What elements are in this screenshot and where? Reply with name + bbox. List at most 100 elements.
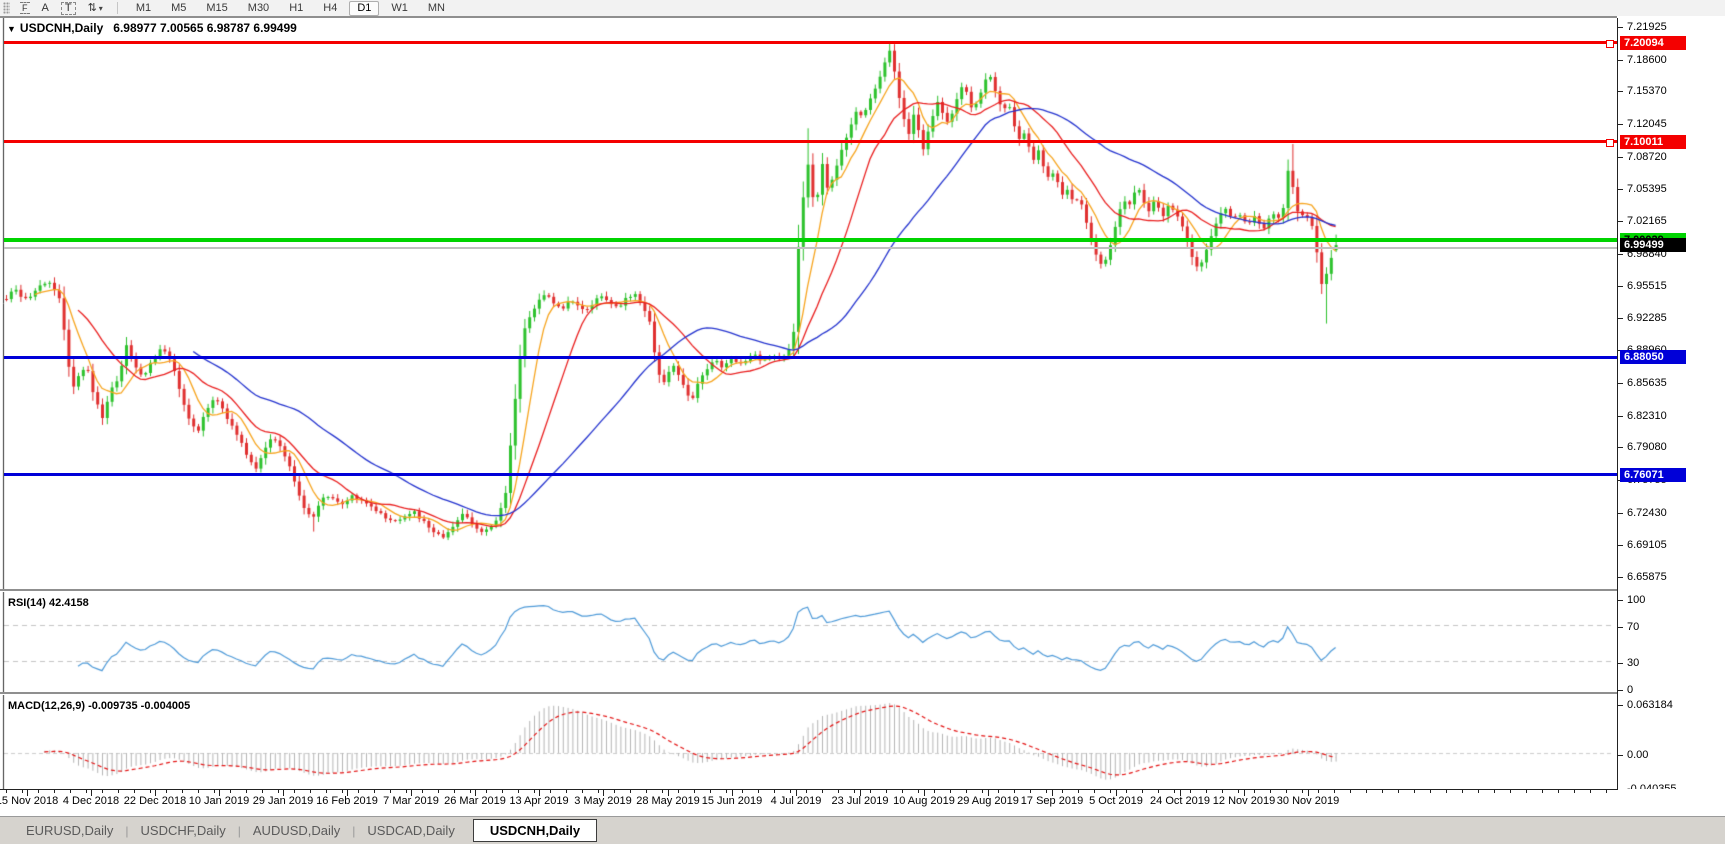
time-axis-minor-tick — [1590, 790, 1591, 793]
time-axis-line — [0, 789, 1618, 790]
hline-7.20094[interactable] — [4, 41, 1617, 45]
time-axis-tick — [1052, 790, 1053, 796]
time-axis-minor-tick — [454, 790, 455, 793]
time-axis-minor-tick — [310, 790, 311, 793]
time-axis-tick — [988, 790, 989, 796]
time-axis-minor-tick — [1558, 790, 1559, 793]
time-axis-minor-tick — [102, 790, 103, 793]
time-axis-minor-tick — [182, 790, 183, 793]
time-axis-minor-tick — [1510, 790, 1511, 793]
time-axis-minor-tick — [678, 790, 679, 793]
time-axis-label: 13 Apr 2019 — [509, 795, 569, 807]
time-axis-minor-tick — [934, 790, 935, 793]
time-axis-tick — [91, 790, 92, 796]
time-axis-minor-tick — [1462, 790, 1463, 793]
hline-endpoint-marker[interactable] — [1606, 138, 1614, 147]
price-axis-tick — [1618, 27, 1623, 28]
time-axis-minor-tick — [342, 790, 343, 793]
hline-7.10011[interactable] — [4, 140, 1617, 144]
period-button-m5[interactable]: M5 — [171, 1, 187, 14]
time-axis-label: 29 Jan 2019 — [252, 795, 314, 807]
time-axis-minor-tick — [294, 790, 295, 793]
tab-audusd[interactable]: AUDUSD,Daily — [252, 823, 341, 838]
time-axis-tick — [603, 790, 604, 796]
price-tick-label: 7.18600 — [1627, 53, 1667, 66]
tab-separator: | — [237, 823, 241, 838]
macd-canvas[interactable] — [0, 695, 1617, 789]
hline-support[interactable] — [4, 246, 1617, 249]
toolbar-grip-handle[interactable] — [3, 2, 10, 14]
time-axis-minor-tick — [1206, 790, 1207, 793]
macd-label: MACD(12,26,9) -0.009735 -0.004005 — [8, 700, 191, 712]
period-button-d1[interactable]: D1 — [349, 0, 380, 16]
period-button-mn[interactable]: MN — [427, 1, 445, 14]
time-axis-minor-tick — [838, 790, 839, 793]
period-button-m30[interactable]: M30 — [247, 1, 270, 14]
price-tick-label: 6.65875 — [1627, 571, 1667, 583]
period-button-w1[interactable]: W1 — [391, 1, 408, 14]
time-axis-minor-tick — [1094, 790, 1095, 793]
macd-panel-separator — [0, 692, 1618, 695]
price-axis[interactable]: 7.21925 7.18600 7.15370 7.12045 7.08720 7.053… — [1617, 16, 1725, 795]
time-axis-minor-tick — [1270, 790, 1271, 793]
time-axis-minor-tick — [246, 790, 247, 793]
time-axis-label: 10 Jan 2019 — [188, 795, 250, 807]
price-tick-label: 6.92285 — [1627, 311, 1667, 324]
time-axis-label: 28 May 2019 — [636, 795, 700, 807]
time-axis-minor-tick — [1062, 790, 1063, 793]
price-axis-tick — [1618, 286, 1623, 288]
time-axis-minor-tick — [918, 790, 919, 793]
dropdown-caret-icon: ▾ — [98, 3, 103, 13]
time-axis-label: 17 Sep 2019 — [1020, 795, 1084, 807]
time-axis-minor-tick — [694, 790, 695, 793]
price-tick-label: 7.15370 — [1627, 85, 1667, 98]
period-button-h1[interactable]: H1 — [289, 1, 304, 14]
hline-7.00029[interactable] — [4, 237, 1617, 242]
price-axis-tick — [1618, 220, 1623, 222]
arrows-tool-button[interactable]: ⇅ ▾ — [87, 1, 103, 14]
time-axis-minor-tick — [534, 790, 535, 793]
time-axis-label: 22 Dec 2018 — [123, 795, 187, 807]
time-axis-minor-tick — [550, 790, 551, 793]
time-axis-minor-tick — [1142, 790, 1143, 793]
time-axis-minor-tick — [150, 790, 151, 793]
time-axis-minor-tick — [582, 790, 583, 793]
hline-6.76071[interactable] — [4, 473, 1617, 477]
time-axis-label: 30 Nov 2019 — [1276, 795, 1340, 807]
tab-usdchf[interactable]: USDCHF,Daily — [140, 823, 226, 838]
period-button-h4[interactable]: H4 — [323, 1, 338, 14]
time-axis-label: 23 Jul 2019 — [831, 795, 889, 807]
toolbar-tools: F A T ⇅ ▾ — [20, 1, 105, 15]
time-axis-minor-tick — [390, 790, 391, 793]
time-axis-label: 4 Dec 2018 — [62, 795, 120, 807]
period-button-m1[interactable]: M1 — [135, 1, 152, 14]
time-axis-minor-tick — [822, 790, 823, 793]
price-axis-tick — [1618, 156, 1623, 158]
time-axis-minor-tick — [518, 790, 519, 793]
price-chart-canvas[interactable] — [0, 18, 1617, 589]
time-axis[interactable]: 15 Nov 2018 4 Dec 2018 22 Dec 2018 10 Jan 2… — [0, 789, 1725, 816]
text-label-tool-button[interactable]: T — [60, 1, 76, 15]
period-button-m15[interactable]: M15 — [206, 1, 228, 14]
tab-usdcad[interactable]: USDCAD,Daily — [367, 823, 455, 838]
time-axis-label: 16 Feb 2019 — [316, 795, 378, 807]
symbol-dropdown-arrow-icon[interactable]: ▼ — [7, 24, 16, 34]
time-axis-minor-tick — [1526, 790, 1527, 793]
time-axis-label: 10 Aug 2019 — [893, 795, 955, 807]
chart-title-ohlc: 6.98977 7.00565 6.98787 6.99499 — [113, 21, 297, 35]
time-axis-minor-tick — [1382, 790, 1383, 793]
time-axis-minor-tick — [790, 790, 791, 793]
time-axis-minor-tick — [598, 790, 599, 793]
text-tool-button[interactable]: A — [41, 1, 49, 14]
price-axis-line — [1617, 18, 1618, 789]
tab-eurusd[interactable]: EURUSD,Daily — [26, 823, 114, 838]
tab-usdcnh[interactable]: USDCNH,Daily — [472, 819, 598, 842]
price-tick-label: 6.69105 — [1627, 539, 1667, 552]
fibonacci-retracement-tool-button[interactable]: F — [20, 2, 30, 14]
hline-endpoint-marker[interactable] — [1606, 39, 1614, 48]
hline-6.88050[interactable] — [4, 355, 1617, 359]
time-axis-label: 7 Mar 2019 — [383, 795, 439, 807]
time-axis-minor-tick — [422, 790, 423, 793]
rsi-canvas[interactable] — [0, 592, 1617, 692]
symbol-tab-bar: EURUSD,Daily | USDCHF,Daily | AUDUSD,Daily | U… — [0, 816, 1725, 844]
